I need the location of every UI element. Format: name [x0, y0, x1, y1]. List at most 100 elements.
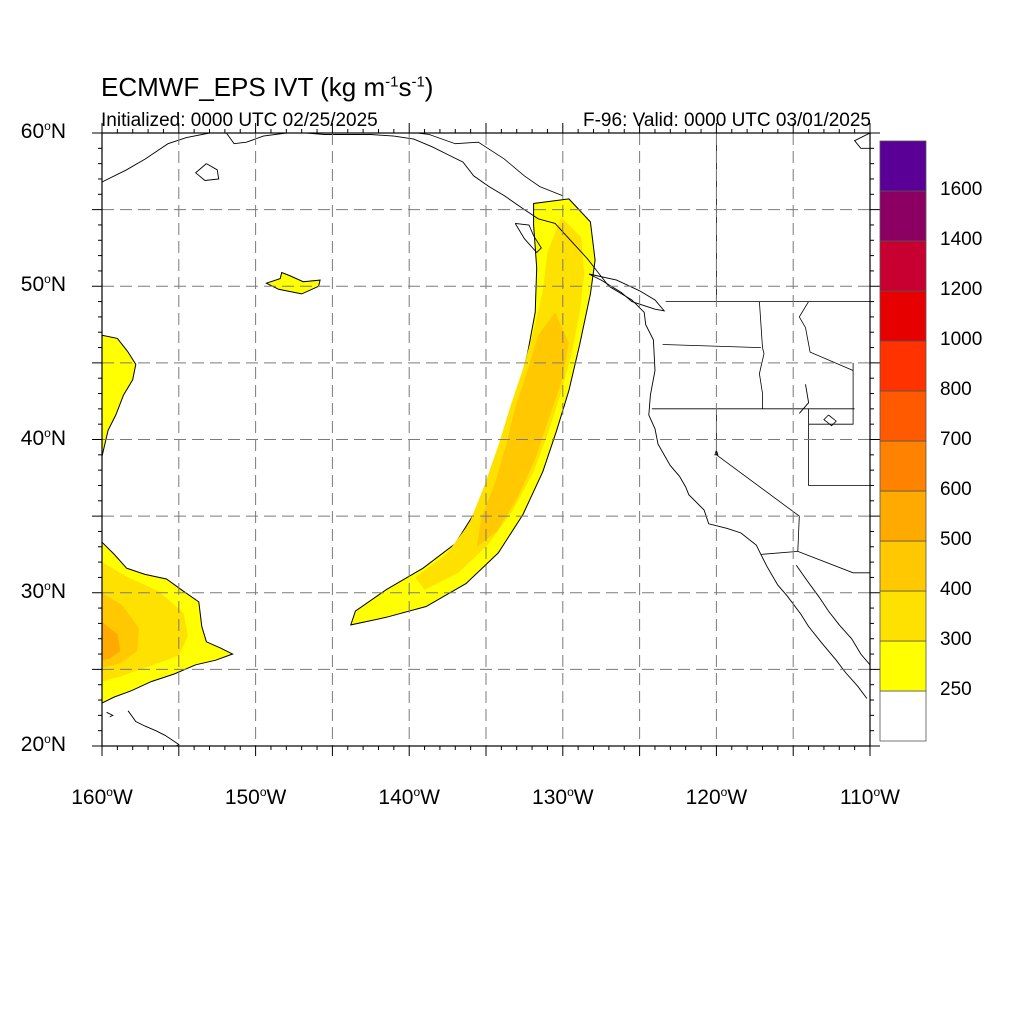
- coastline: [195, 163, 220, 181]
- colorbar-label: 1600: [940, 179, 983, 200]
- colorbar-swatch: [879, 190, 927, 242]
- state-border: [758, 301, 765, 409]
- colorbar-label: 250: [940, 679, 972, 700]
- latitude-label: 30oN: [12, 580, 66, 604]
- longitude-label: 150oW: [225, 786, 287, 810]
- coastline: [795, 564, 870, 666]
- degree-symbol: o: [259, 785, 267, 799]
- latitude-label-value: 60: [20, 120, 45, 143]
- colorbar-label: 600: [940, 479, 972, 500]
- degree-symbol: o: [44, 578, 51, 593]
- lake-outline: [823, 414, 837, 427]
- longitude-label-value: 150: [224, 786, 260, 809]
- state-border: [416, 133, 563, 197]
- coastline: [127, 710, 180, 746]
- longitude-label-hemisphere: W: [727, 786, 748, 809]
- longitude-label: 130oW: [532, 786, 594, 810]
- colorbar-label: 1400: [940, 229, 983, 250]
- coastline: [798, 384, 810, 414]
- longitude-label-value: 110: [840, 786, 874, 809]
- colorbar-label: 500: [940, 529, 972, 550]
- map-title-mid: s: [398, 72, 412, 102]
- map-title-sup2: -1: [411, 73, 425, 91]
- longitude-label-value: 120: [685, 786, 721, 809]
- coastline: [853, 133, 870, 149]
- degree-symbol: o: [413, 785, 421, 799]
- colorbar-label: 400: [940, 579, 972, 600]
- colorbar: [879, 140, 927, 742]
- atmospheric-river-ivt-300: [415, 217, 585, 590]
- state-border: [662, 344, 761, 348]
- pacific-high-blob-ivt-500: [102, 621, 121, 661]
- ivt-shading-layer: [102, 198, 596, 704]
- degree-symbol: o: [106, 785, 113, 799]
- degree-symbol: o: [720, 785, 728, 799]
- longitude-label: 120oW: [686, 786, 748, 810]
- axis-ticks: [92, 123, 880, 756]
- valid-time-label: F-96: Valid: 0000 UTC 03/01/2025: [583, 110, 871, 131]
- colorbar-swatch: [879, 240, 927, 292]
- colorbar-label: 800: [940, 379, 972, 400]
- state-border: [798, 301, 854, 371]
- longitude-label: 110oW: [840, 786, 900, 810]
- longitude-label-hemisphere: W: [266, 786, 287, 809]
- latitude-label-value: 40: [20, 426, 45, 450]
- latitude-label: 60oN: [12, 120, 66, 144]
- initialized-label: Initialized: 0000 UTC 02/25/2025: [101, 110, 378, 131]
- colorbar-swatch: [879, 690, 927, 742]
- colorbar-swatch: [879, 440, 927, 492]
- colorbar-swatch: [879, 290, 927, 342]
- atmospheric-river-ivt-400: [476, 312, 569, 547]
- map-frame: [101, 132, 871, 747]
- latitude-label: 50oN: [12, 273, 66, 297]
- longitude-label-hemisphere: W: [880, 786, 900, 809]
- latitude-label-hemisphere: N: [50, 733, 66, 756]
- map-title-sup1: -1: [385, 73, 399, 91]
- map-title: ECMWF_EPS IVT (kg m-1s-1): [101, 72, 433, 103]
- colorbar-label: 700: [940, 429, 972, 450]
- degree-symbol: o: [567, 785, 574, 799]
- colorbar-label: 300: [940, 629, 972, 650]
- coastline: [306, 133, 868, 699]
- latitude-label-value: 30: [20, 579, 45, 603]
- longitude-label-hemisphere: W: [112, 786, 133, 809]
- latitude-label-hemisphere: N: [50, 426, 66, 450]
- latitude-label-hemisphere: N: [50, 120, 66, 143]
- colorbar-swatch: [879, 540, 927, 592]
- degree-symbol: o: [44, 272, 51, 287]
- small-patch-ivt-250: [265, 271, 321, 295]
- latitude-label: 40oN: [12, 427, 66, 451]
- map-title-suffix: ): [424, 72, 434, 102]
- colorbar-label: 1000: [940, 329, 983, 350]
- colorbar-label: 1200: [940, 279, 983, 300]
- colorbar-swatch: [879, 140, 927, 192]
- map-title-prefix: ECMWF_EPS IVT (kg m: [101, 72, 386, 102]
- longitude-label: 140oW: [378, 786, 440, 810]
- degree-symbol: o: [44, 425, 51, 440]
- latitude-label: 20oN: [12, 733, 66, 757]
- latitude-label-value: 50: [20, 273, 45, 297]
- longitude-label-hemisphere: W: [420, 786, 440, 809]
- state-border: [808, 362, 854, 425]
- degree-symbol: o: [44, 732, 51, 746]
- latitude-label-hemisphere: N: [50, 273, 66, 297]
- degree-symbol: o: [873, 785, 881, 799]
- coastline: [514, 222, 542, 254]
- west-edge-streak-ivt-250: [102, 334, 137, 457]
- colorbar-swatch: [879, 590, 927, 642]
- coastline: [226, 133, 287, 145]
- colorbar-swatch: [879, 490, 927, 542]
- state-border: [797, 551, 870, 574]
- longitude-label: 160oW: [71, 786, 133, 810]
- coastline: [102, 133, 210, 183]
- state-border: [808, 408, 870, 486]
- latitude-label-hemisphere: N: [50, 579, 66, 603]
- longitude-label-value: 130: [532, 786, 568, 809]
- degree-symbol: o: [44, 119, 51, 133]
- colorbar-swatch: [879, 340, 927, 392]
- lat-lon-grid: [102, 133, 870, 746]
- longitude-label-value: 160: [71, 786, 107, 809]
- colorbar-swatch: [879, 640, 927, 692]
